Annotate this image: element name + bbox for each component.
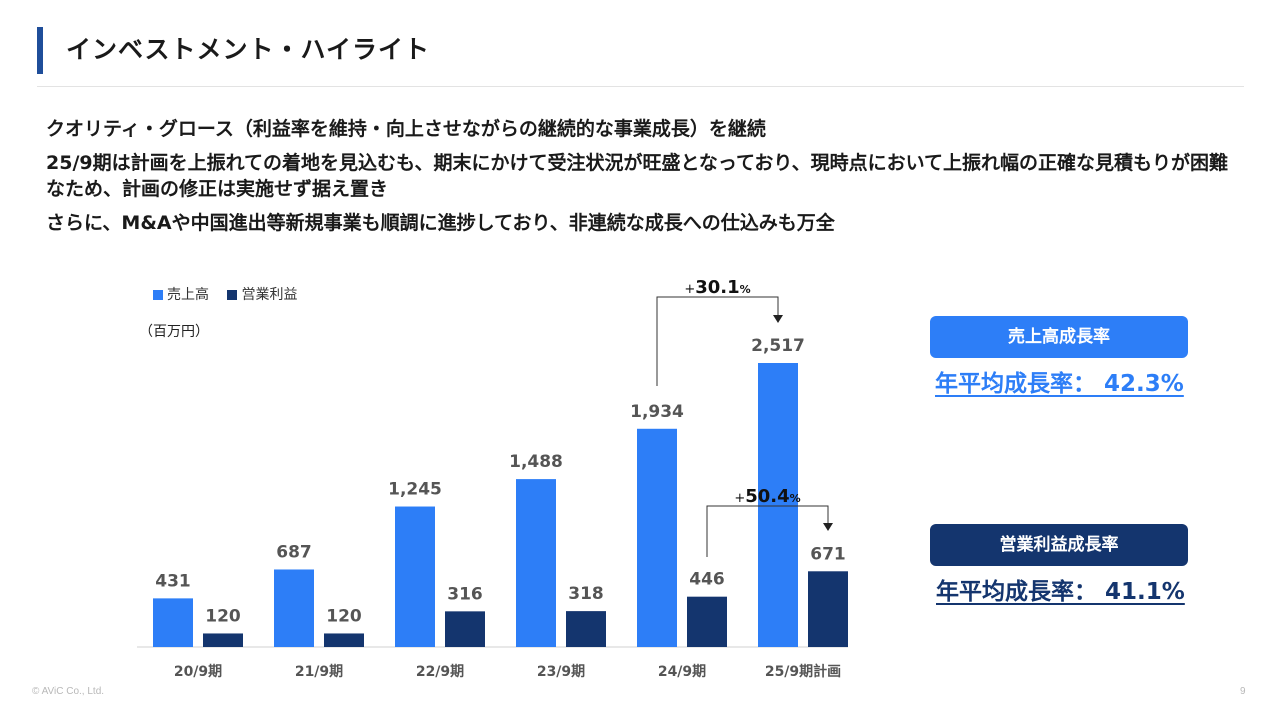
legend-sales-label: 売上高 <box>167 287 209 303</box>
data-label-profit-5: 671 <box>810 544 846 564</box>
legend-swatch-sales <box>153 290 163 300</box>
highlight-line-1: クオリティ・グロース（利益率を維持・向上させながらの継続的な事業成長）を継続 <box>46 118 766 140</box>
data-label-profit-3: 318 <box>568 584 604 604</box>
data-label-sales-1: 687 <box>276 542 312 562</box>
sales-cagr: 年平均成長率： 42.3% <box>935 371 1184 397</box>
x-tick-label-0: 20/9期 <box>174 664 222 680</box>
title-accent-bar <box>37 27 43 74</box>
growth-bracket-1 <box>706 505 829 557</box>
legend-profit-label: 営業利益 <box>241 287 298 303</box>
bar-profit-2 <box>445 611 485 647</box>
growth-label-1: +50.4% <box>734 486 800 507</box>
growth-arrowhead-0 <box>773 315 783 323</box>
page-title: インベストメント・ハイライト <box>66 35 431 64</box>
legend-swatch-profit <box>227 290 238 300</box>
x-tick-label-5: 25/9期計画 <box>765 663 841 680</box>
sales-growth-badge: 売上高成長率 <box>930 316 1188 358</box>
x-tick-label-2: 22/9期 <box>416 664 464 680</box>
data-label-sales-0: 431 <box>155 571 191 591</box>
bar-sales-2 <box>395 506 435 647</box>
bar-profit-3 <box>566 611 606 647</box>
bar-sales-1 <box>274 569 314 647</box>
bar-profit-5 <box>808 571 848 647</box>
data-label-sales-3: 1,488 <box>509 452 563 472</box>
growth-label-0: +30.1% <box>684 277 750 298</box>
data-label-profit-1: 120 <box>326 606 362 626</box>
copyright: © AViC Co., Ltd. <box>32 686 105 697</box>
bar-sales-5 <box>758 363 798 647</box>
bar-profit-4 <box>687 596 727 647</box>
highlight-line-2: 25/9期は計画を上振れての着地を見込むも、期末にかけて受注状況が旺盛となってお… <box>46 152 1229 200</box>
bar-sales-3 <box>516 479 556 647</box>
highlight-text: クオリティ・グロース（利益率を維持・向上させながらの継続的な事業成長）を継続 2… <box>46 116 1246 244</box>
profit-growth-badge: 営業利益成長率 <box>930 524 1188 566</box>
legend-profit: 営業利益 <box>227 287 297 303</box>
bar-profit-0 <box>203 633 243 647</box>
data-label-profit-0: 120 <box>205 606 241 626</box>
data-label-sales-4: 1,934 <box>630 402 684 422</box>
page-number: 9 <box>1240 686 1246 697</box>
profit-cagr: 年平均成長率： 41.1% <box>936 579 1185 605</box>
data-label-sales-5: 2,517 <box>751 336 805 356</box>
chart-unit-label: （百万円） <box>139 324 209 340</box>
x-tick-label-3: 23/9期 <box>537 664 585 680</box>
data-label-profit-4: 446 <box>689 570 725 590</box>
bar-sales-0 <box>153 598 193 647</box>
bar-sales-4 <box>637 428 677 647</box>
growth-arrowhead-1 <box>823 523 833 531</box>
x-tick-label-4: 24/9期 <box>658 664 706 680</box>
title-divider <box>37 86 1244 87</box>
legend-sales: 売上高 <box>153 287 209 303</box>
bar-profit-1 <box>324 633 364 647</box>
chart-legend: 売上高 営業利益 <box>153 284 311 304</box>
highlight-line-3: さらに、M&Aや中国進出等新規事業も順調に進捗しており、非連続な成長への仕込みも… <box>46 212 835 234</box>
data-label-profit-2: 316 <box>447 584 483 604</box>
growth-bracket-0 <box>656 296 779 386</box>
x-tick-label-1: 21/9期 <box>295 664 343 680</box>
data-label-sales-2: 1,245 <box>388 480 442 500</box>
